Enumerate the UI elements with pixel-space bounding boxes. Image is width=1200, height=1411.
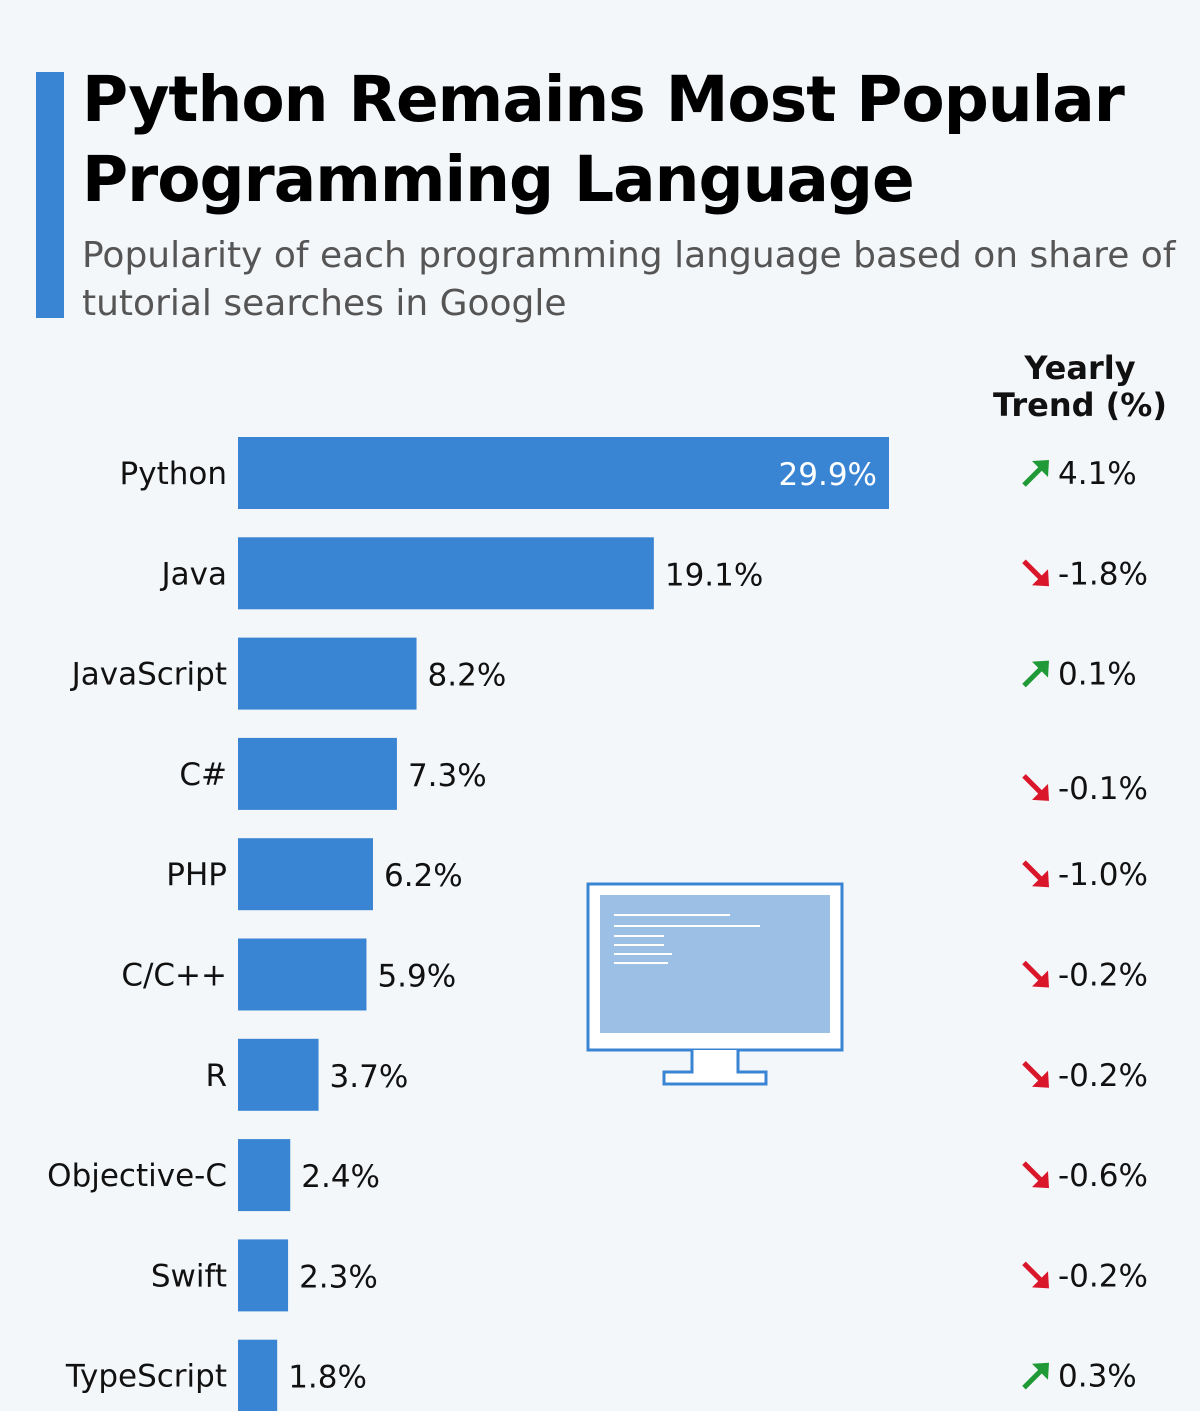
- trend-value-label: -1.8%: [1058, 556, 1148, 592]
- trend-down-arrow-icon: [1022, 960, 1049, 988]
- trend-down-arrow-icon: [1022, 1161, 1049, 1189]
- bars-layer: Python 29.9% Java 19.1% JavaScript 8.2% C# 7.3%…: [47, 437, 889, 1411]
- category-label: Java: [160, 556, 227, 592]
- trend-down-arrow-icon: [1022, 774, 1049, 801]
- category-label: PHP: [166, 857, 227, 893]
- trend-column-header: Yearly Trend (%): [993, 349, 1167, 424]
- category-label: Swift: [151, 1258, 227, 1294]
- trend-value-label: -0.2%: [1058, 1058, 1148, 1094]
- bar: [238, 1239, 289, 1312]
- value-label: 6.2%: [384, 858, 463, 894]
- bar: [238, 938, 367, 1011]
- bar: [238, 838, 373, 911]
- trend-down-arrow-icon: [1022, 1261, 1049, 1289]
- value-label: 29.9%: [779, 457, 877, 493]
- value-label: 2.4%: [301, 1159, 380, 1195]
- chart-title: Python Remains Most Popular Programming …: [82, 63, 1125, 216]
- trend-value-label: 4.1%: [1058, 456, 1137, 492]
- chart-subtitle: Popularity of each programming language …: [82, 235, 1176, 324]
- trend-up-arrow-icon: [1022, 460, 1049, 487]
- trend-layer: 4.1% -1.8% 0.1% -0.1% -1.0% -0.2% -0.2% -0.6% -0…: [1022, 456, 1148, 1395]
- trend-value-label: -0.2%: [1058, 958, 1148, 994]
- category-label: C/C++: [121, 958, 227, 994]
- trend-down-arrow-icon: [1022, 559, 1049, 587]
- bar: [238, 1339, 278, 1411]
- value-label: 7.3%: [408, 758, 487, 794]
- title-accent-bar: [36, 72, 64, 318]
- trend-value-label: -0.2%: [1058, 1258, 1148, 1294]
- value-label: 2.3%: [299, 1259, 378, 1295]
- trend-up-arrow-icon: [1022, 1362, 1049, 1390]
- bar: [238, 1038, 319, 1111]
- trend-value-label: -0.6%: [1058, 1158, 1148, 1194]
- value-label: 8.2%: [428, 658, 507, 694]
- trend-down-arrow-icon: [1022, 1061, 1049, 1088]
- category-label: C#: [179, 757, 227, 793]
- value-label: 19.1%: [665, 557, 763, 593]
- value-label: 3.7%: [330, 1059, 409, 1095]
- category-label: TypeScript: [65, 1359, 227, 1395]
- value-label: 1.8%: [288, 1360, 367, 1396]
- bar: [238, 437, 889, 509]
- category-label: Objective-C: [47, 1158, 227, 1194]
- trend-value-label: -0.1%: [1058, 771, 1148, 807]
- bar: [238, 637, 417, 710]
- bar: [238, 537, 654, 610]
- trend-down-arrow-icon: [1022, 860, 1049, 888]
- trend-value-label: 0.3%: [1058, 1359, 1137, 1395]
- category-label: JavaScript: [70, 657, 227, 693]
- category-label: Python: [120, 456, 227, 492]
- trend-up-arrow-icon: [1022, 660, 1049, 688]
- trend-value-label: 0.1%: [1058, 657, 1137, 693]
- value-label: 5.9%: [377, 959, 456, 995]
- trend-value-label: -1.0%: [1058, 857, 1148, 893]
- bar: [238, 737, 397, 810]
- bar: [238, 1139, 291, 1212]
- computer-monitor-icon: [586, 882, 844, 1086]
- category-label: R: [205, 1058, 227, 1094]
